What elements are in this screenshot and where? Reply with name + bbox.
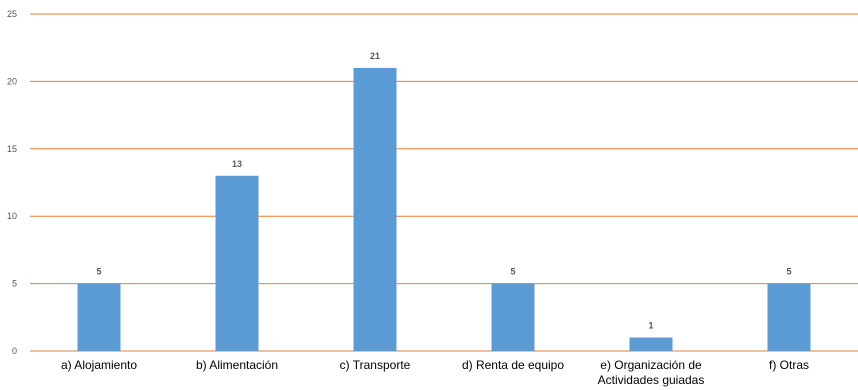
category-label: b) Alimentación bbox=[196, 358, 278, 372]
category-label-line: d) Renta de equipo bbox=[462, 358, 564, 372]
category-label-line: b) Alimentación bbox=[196, 358, 278, 372]
bar bbox=[77, 283, 121, 351]
y-tick-label: 15 bbox=[7, 144, 17, 154]
category-label-line: f) Otras bbox=[769, 358, 809, 372]
data-label: 1 bbox=[648, 321, 653, 331]
data-label: 13 bbox=[232, 159, 242, 169]
category-label-line: Actividades guiadas bbox=[598, 373, 705, 387]
category-label: c) Transporte bbox=[340, 358, 411, 372]
category-label: e) Organización de Actividades guiadas bbox=[598, 358, 705, 387]
y-tick-label: 10 bbox=[7, 211, 17, 221]
bar bbox=[353, 67, 397, 352]
category-label: d) Renta de equipo bbox=[462, 358, 564, 372]
bar bbox=[491, 283, 535, 351]
y-axis-ticks: 0 5 10 15 20 25 bbox=[7, 9, 17, 356]
y-tick-label: 0 bbox=[12, 346, 17, 356]
category-label-line: e) Organización de bbox=[600, 358, 702, 372]
data-label: 5 bbox=[510, 267, 515, 277]
gridlines bbox=[30, 13, 858, 352]
data-label: 21 bbox=[370, 51, 380, 61]
data-label: 5 bbox=[786, 267, 791, 277]
category-label: a) Alojamiento bbox=[61, 358, 137, 372]
x-axis-categories: a) Alojamiento b) Alimentación c) Transpor… bbox=[61, 358, 809, 387]
bar bbox=[629, 337, 673, 351]
y-tick-label: 25 bbox=[7, 9, 17, 19]
bar bbox=[215, 175, 259, 351]
bar bbox=[767, 283, 811, 351]
bars bbox=[77, 67, 811, 352]
y-tick-label: 20 bbox=[7, 76, 17, 86]
data-labels: 5 13 21 5 1 5 bbox=[96, 51, 791, 331]
data-label: 5 bbox=[96, 267, 101, 277]
category-label: f) Otras bbox=[769, 358, 809, 372]
category-label-line: a) Alojamiento bbox=[61, 358, 137, 372]
y-tick-label: 5 bbox=[12, 279, 17, 289]
category-label-line: c) Transporte bbox=[340, 358, 411, 372]
